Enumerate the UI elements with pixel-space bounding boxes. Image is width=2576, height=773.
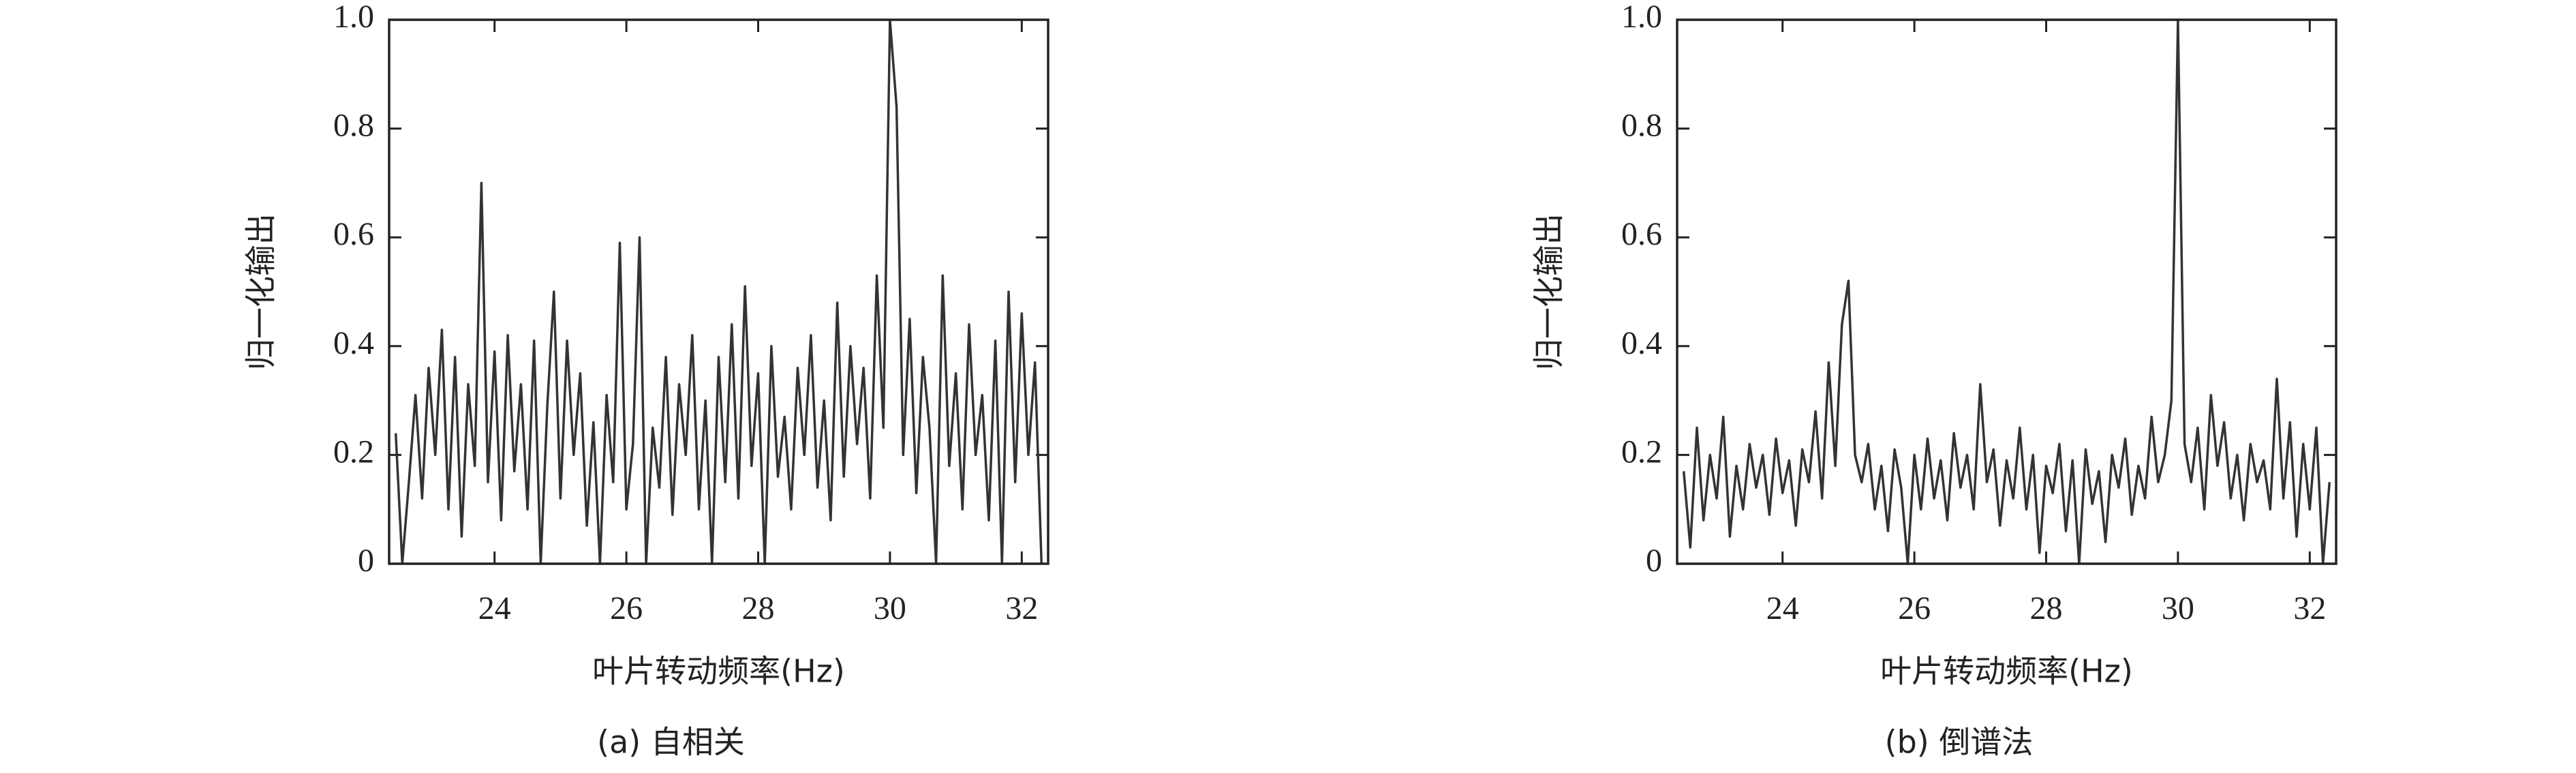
x-tick-label: 32	[2293, 590, 2326, 626]
y-tick-label: 0.6	[333, 216, 374, 252]
y-tick-label: 0.8	[1621, 108, 1662, 144]
y-axis-label: 归一化输出	[243, 213, 279, 370]
x-axis-label: 叶片转动频率(Hz)	[592, 653, 845, 690]
x-tick-label: 30	[2162, 590, 2194, 626]
y-tick-label: 0.2	[1621, 434, 1662, 470]
caption: (b) 倒谱法	[1885, 724, 2034, 761]
y-axis-label: 归一化输出	[1531, 213, 1567, 370]
x-axis-label: 叶片转动频率(Hz)	[1880, 653, 2133, 690]
plot-frame	[388, 18, 1049, 565]
y-tick-label: 1.0	[1621, 0, 1662, 35]
x-tick-label: 32	[1005, 590, 1038, 626]
x-tick-label: 28	[742, 590, 775, 626]
y-tick-label: 1.0	[333, 0, 374, 35]
y-tick-label: 0.4	[1621, 325, 1662, 361]
x-tick-label: 26	[610, 590, 643, 626]
y-tick-label: 0.2	[333, 434, 374, 470]
y-tick-label: 0.8	[333, 108, 374, 144]
plot-frame	[1676, 18, 2337, 565]
x-tick-label: 30	[874, 590, 906, 626]
x-tick-label: 28	[2030, 590, 2063, 626]
y-tick-label: 0	[1646, 543, 1662, 579]
x-tick-label: 24	[478, 590, 511, 626]
data-line	[1682, 18, 2331, 565]
data-line	[394, 18, 1043, 565]
y-tick-label: 0.6	[1621, 216, 1662, 252]
y-tick-label: 0.4	[333, 325, 374, 361]
x-tick-label: 26	[1898, 590, 1931, 626]
caption: (a) 自相关	[597, 724, 745, 761]
y-tick-label: 0	[358, 543, 374, 579]
x-tick-label: 24	[1766, 590, 1799, 626]
